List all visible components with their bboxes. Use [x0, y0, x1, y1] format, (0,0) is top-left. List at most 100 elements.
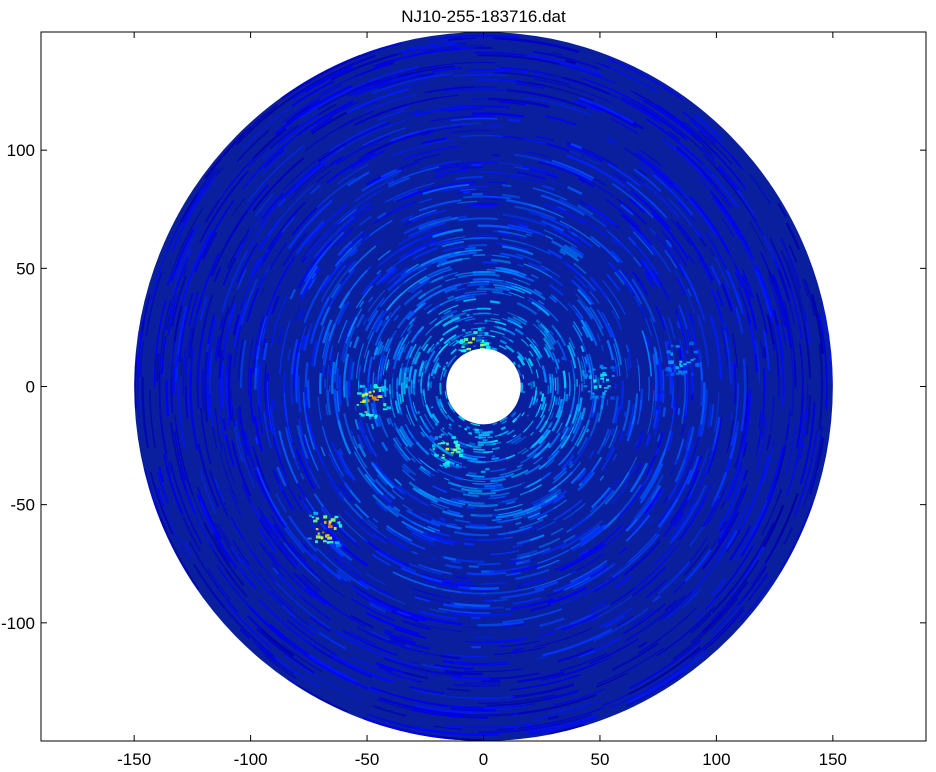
- hotspot-speck: [611, 375, 615, 377]
- hotspot-speck: [664, 368, 667, 372]
- hotspot-speck: [444, 461, 450, 464]
- hotspot-speck: [367, 399, 370, 403]
- hotspot-speck: [583, 373, 588, 378]
- hotspot-speck: [457, 448, 461, 450]
- hotspot-speck: [334, 516, 339, 518]
- hotspot-speck: [691, 372, 694, 376]
- hotspot-speck: [383, 403, 387, 407]
- hotspot-speck: [683, 363, 687, 366]
- hotspot-speck: [666, 350, 671, 354]
- x-tick-label: -100: [234, 750, 268, 769]
- hotspot-speck: [693, 350, 699, 354]
- hotspot-speck: [451, 436, 456, 439]
- hotspot-speck: [368, 414, 374, 417]
- hotspot-speck: [364, 392, 369, 396]
- hotspot-speck: [599, 364, 604, 368]
- hotspot-speck: [336, 543, 341, 548]
- hotspot-speck: [382, 388, 385, 392]
- hotspot-speck: [606, 378, 610, 382]
- hotspot-speck: [365, 413, 369, 416]
- hotspot-speck: [602, 391, 606, 396]
- chart-title: NJ10-255-183716.dat: [401, 7, 566, 26]
- hotspot-speck: [434, 453, 437, 456]
- hotspot-speck: [466, 347, 472, 351]
- hotspot-speck: [381, 386, 387, 390]
- hotspot-speck: [462, 456, 468, 459]
- hotspot-speck: [459, 453, 463, 458]
- hotspot-speck: [604, 387, 609, 389]
- hotspot-speck: [434, 454, 439, 457]
- hotspot-speck: [328, 522, 331, 525]
- hotspot-speck: [671, 372, 675, 376]
- hotspot-speck: [360, 413, 365, 417]
- hotspot-speck: [437, 442, 441, 445]
- hotspot-speck: [464, 338, 469, 341]
- hotspot-speck: [457, 465, 463, 468]
- hotspot-speck: [460, 349, 466, 353]
- hotspot-speck: [459, 340, 464, 344]
- hotspot-speck: [322, 531, 325, 534]
- hotspot-speck: [333, 527, 337, 530]
- hotspot-speck: [480, 344, 484, 347]
- hotspot-speck: [339, 543, 343, 547]
- hotspot-speck: [588, 370, 591, 373]
- hotspot-speck: [360, 385, 366, 388]
- hotspot-speck: [675, 345, 680, 348]
- hotspot-speck: [460, 449, 464, 453]
- hotspot-speck: [666, 373, 669, 377]
- hotspot-speck: [369, 394, 373, 397]
- hotspot-speck: [675, 366, 680, 370]
- hotspot-speck: [590, 395, 596, 399]
- hotspot-speck: [432, 448, 435, 451]
- hotspot-speck: [484, 332, 489, 336]
- hotspot-speck: [610, 396, 615, 400]
- hotspot-speck: [327, 536, 333, 540]
- hotspot-speck: [585, 364, 588, 367]
- hotspot-speck: [442, 456, 445, 459]
- hotspot-speck: [440, 442, 446, 445]
- hotspot-speck: [330, 518, 336, 522]
- hotspot-speck: [693, 358, 696, 360]
- hotspot-speck: [613, 366, 618, 369]
- hotspot-speck: [328, 525, 333, 529]
- hotspot-speck: [679, 363, 682, 366]
- hotspot-speck: [374, 414, 378, 417]
- hotspot-speck: [321, 536, 324, 540]
- hotspot-speck: [679, 360, 683, 363]
- hotspot-speck: [610, 366, 615, 369]
- hotspot-speck: [453, 449, 457, 452]
- hotspot-speck: [357, 392, 362, 395]
- hotspot-speck: [456, 446, 460, 450]
- hotspot-speck: [450, 451, 455, 454]
- hotspot-speck: [678, 370, 683, 374]
- hotspot-speck: [588, 375, 592, 379]
- hotspot-speck: [368, 391, 372, 394]
- hotspot-speck: [456, 450, 461, 454]
- hotspot-speck: [695, 363, 700, 368]
- hotspot-speck: [315, 528, 319, 531]
- hotspot-speck: [446, 463, 450, 466]
- hotspot-speck: [458, 349, 462, 351]
- hotspot-speck: [359, 412, 363, 415]
- hotspot-speck: [440, 433, 445, 436]
- hotspot-speck: [484, 342, 490, 346]
- hotspot-speck: [460, 339, 464, 341]
- hotspot-speck: [323, 520, 327, 524]
- hotspot-speck: [682, 370, 688, 374]
- y-tick-label: -100: [1, 614, 35, 633]
- x-tick-label: 100: [702, 750, 730, 769]
- hotspot-speck: [319, 536, 323, 539]
- hotspot-speck: [453, 440, 458, 444]
- hotspot-speck: [456, 464, 459, 467]
- hotspot-speck: [438, 435, 442, 438]
- hotspot-speck: [670, 344, 674, 347]
- hotspot-speck: [482, 339, 485, 343]
- hotspot-speck: [309, 514, 312, 517]
- hotspot-speck: [456, 340, 461, 344]
- x-tick-label: 0: [479, 750, 488, 769]
- hotspot-speck: [434, 436, 438, 440]
- y-tick-label: 100: [7, 141, 35, 160]
- hotspot-speck: [338, 524, 343, 528]
- hotspot-speck: [461, 346, 465, 348]
